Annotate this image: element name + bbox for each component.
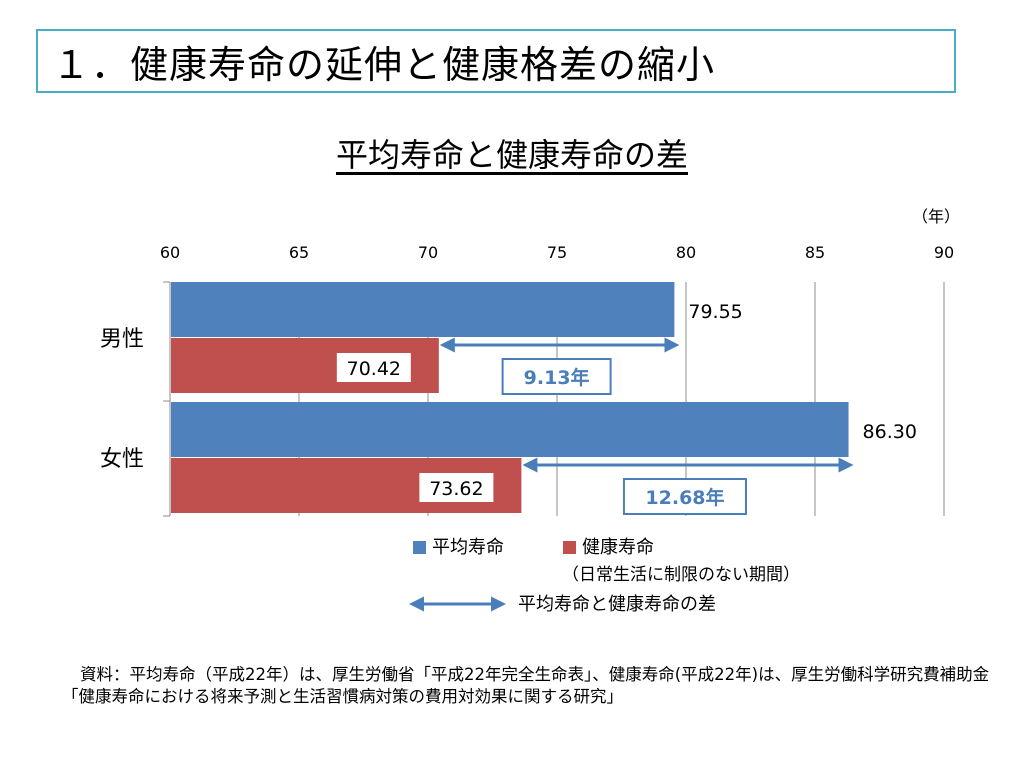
category-label: 女性 [100, 447, 144, 472]
difference-label-box [501, 358, 612, 395]
difference-label: 9.13年 [524, 366, 590, 389]
axis-unit-label: （年） [912, 207, 960, 226]
difference-label: 12.68年 [645, 486, 724, 509]
category-label: 男性 [100, 327, 144, 352]
tick-label: 60 [160, 243, 180, 262]
tick-label: 65 [289, 243, 309, 262]
tick-label: 80 [676, 243, 696, 262]
slide-title-box: １．健康寿命の延伸と健康格差の縮小 [36, 29, 956, 93]
tick-label: 75 [547, 243, 567, 262]
bar-average-life [171, 282, 675, 337]
difference-label-box [622, 478, 747, 515]
legend-label-healthy-life: 健康寿命 [582, 537, 654, 558]
data-label-box [419, 473, 494, 502]
slide-title: １．健康寿命の延伸と健康格差の縮小 [52, 42, 716, 87]
data-label-average-life: 79.55 [688, 301, 742, 323]
source-note: 資料：平均寿命（平成22年）は、厚生労働省「平成22年完全生命表」、健康寿命(平… [62, 665, 990, 706]
legend-label-difference: 平均寿命と健康寿命の差 [518, 594, 716, 615]
tick-label: 70 [418, 243, 438, 262]
data-label-average-life: 86.30 [863, 421, 917, 443]
legend-label-average-life: 平均寿命 [432, 537, 504, 558]
data-label-healthy-life: 73.62 [429, 478, 483, 500]
bar-average-life [171, 402, 849, 457]
data-label-healthy-life: 70.42 [347, 358, 401, 380]
legend-swatch-healthy-life [563, 541, 576, 554]
legend-note-healthy-life: （日常生活に制限のない期間） [562, 565, 800, 585]
tick-label: 85 [805, 243, 825, 262]
data-label-box [336, 353, 411, 382]
tick-label: 90 [934, 243, 954, 262]
chart-title: 平均寿命と健康寿命の差 [335, 136, 688, 174]
legend-swatch-average-life [413, 541, 426, 554]
